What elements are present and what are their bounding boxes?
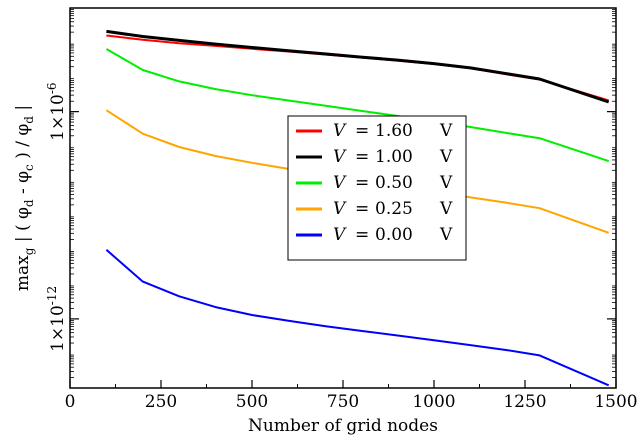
legend-value: 1.00 — [375, 147, 413, 167]
series-line-0 — [106, 34, 609, 102]
legend-var: V — [333, 225, 347, 245]
series-lines — [105, 29, 610, 387]
x-tick-label: 250 — [145, 392, 177, 412]
legend-unit: V — [439, 121, 453, 141]
y-axis-ticks: 1×10-6 1×10-12 — [45, 82, 616, 352]
legend-var: V — [333, 199, 347, 219]
y-axis-label: maxg | ( φd - φc ) / φd | — [13, 105, 36, 291]
legend-eq: = — [355, 173, 369, 193]
legend-value: 0.25 — [375, 199, 413, 219]
legend-unit: V — [439, 225, 453, 245]
x-axis-label: Number of grid nodes — [248, 416, 438, 436]
legend-var: V — [333, 147, 347, 167]
x-axis-ticks: 0 250 500 750 1000 1250 1500 — [65, 380, 638, 412]
legend-unit: V — [439, 147, 453, 167]
x-tick-label: 1000 — [412, 392, 455, 412]
y-tick-label: 1×10-6 — [45, 82, 68, 140]
series-line-4 — [105, 249, 610, 387]
x-tick-label: 0 — [65, 392, 76, 412]
legend-value: 0.00 — [375, 225, 413, 245]
x-tick-label: 1500 — [594, 392, 637, 412]
legend-eq: = — [355, 199, 369, 219]
legend-eq: = — [355, 225, 369, 245]
series-line-1 — [106, 29, 610, 104]
legend-value: 0.50 — [375, 173, 413, 193]
legend-value: 1.60 — [375, 121, 413, 141]
series-line-2 — [105, 48, 610, 163]
legend-eq: = — [355, 121, 369, 141]
x-tick-label: 500 — [236, 392, 268, 412]
legend: V = 1.60 VV = 1.00 VV = 0.50 VV = 0.25 VV = 0.00 V — [287, 115, 467, 261]
legend-var: V — [333, 173, 347, 193]
x-tick-label: 1250 — [503, 392, 546, 412]
legend-unit: V — [439, 199, 453, 219]
legend-eq: = — [355, 147, 369, 167]
y-minor-ticks — [70, 9, 616, 379]
legend-unit: V — [439, 173, 453, 193]
x-tick-label: 750 — [327, 392, 359, 412]
y-tick-label: 1×10-12 — [45, 286, 68, 352]
legend-var: V — [333, 121, 347, 141]
